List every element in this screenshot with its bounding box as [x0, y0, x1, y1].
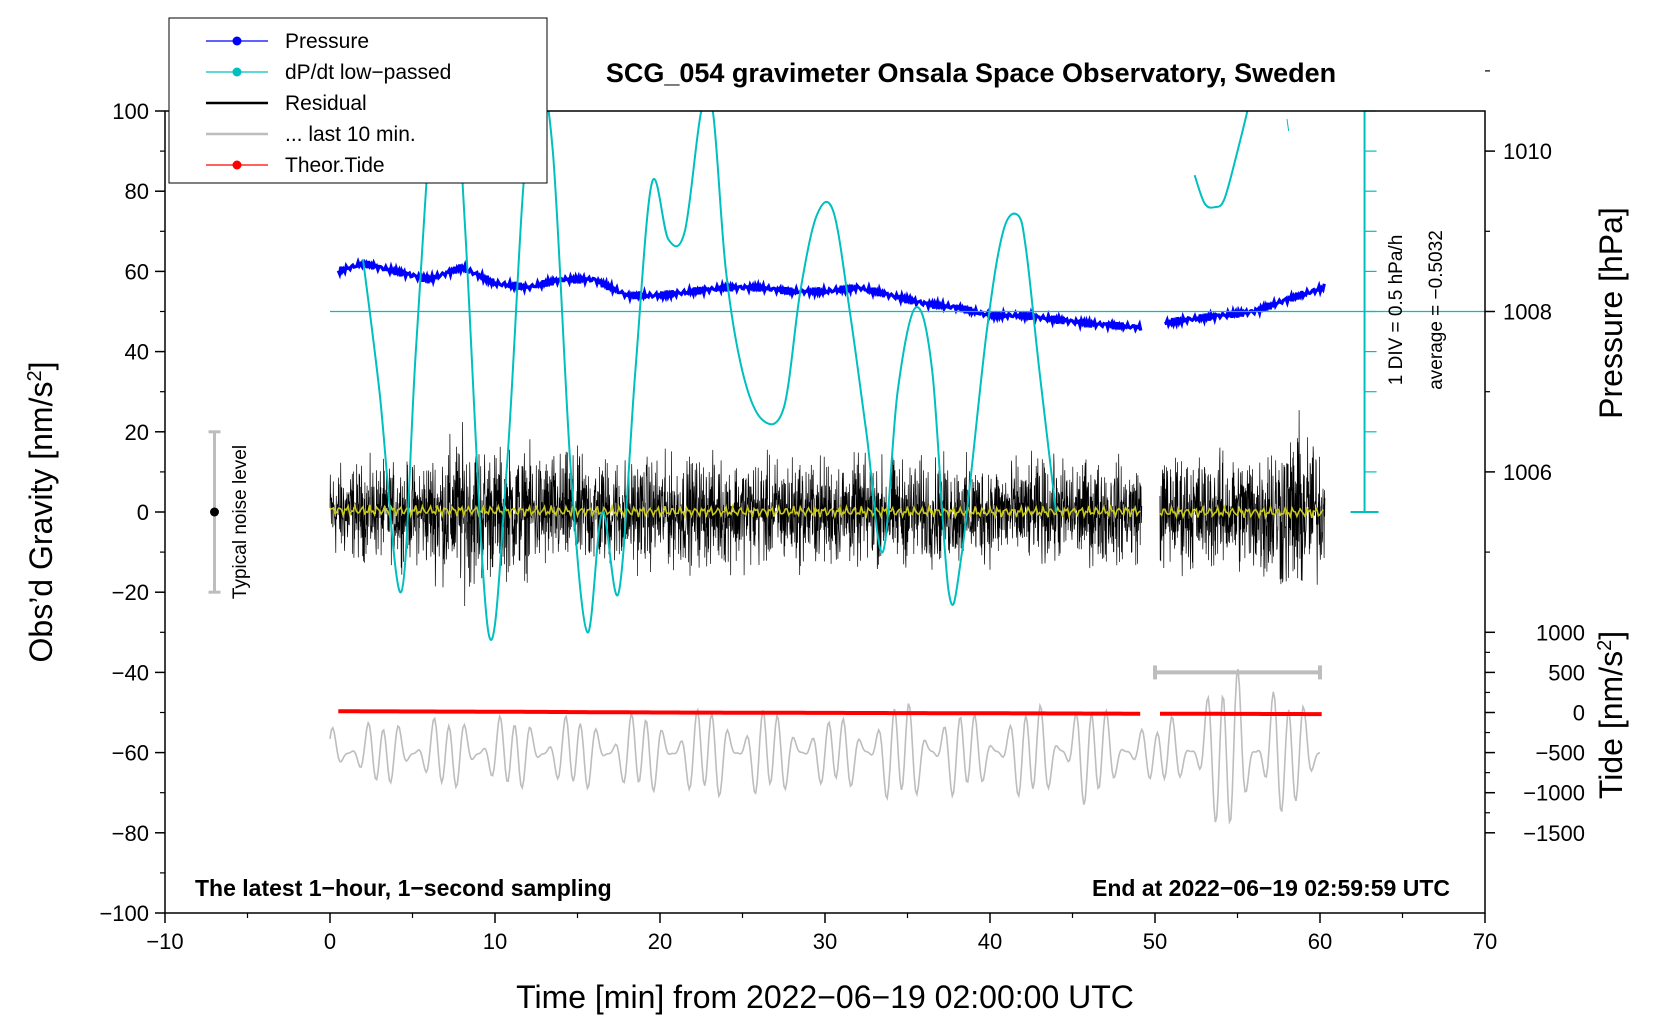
tide-tick-label: 500	[1548, 660, 1585, 685]
x-axis-title: Time [min] from 2022−06−19 02:00:00 UTC	[516, 979, 1134, 1015]
x-tick-label: 40	[978, 929, 1002, 954]
tide-tick-label: −500	[1535, 741, 1585, 766]
tide-tick-label: 1000	[1536, 620, 1585, 645]
x-tick-label: −10	[146, 929, 183, 954]
y-axis-title-tide: Tide [nm/s2]	[1593, 631, 1629, 799]
pressure-tick-label: 1010	[1503, 139, 1552, 164]
tide-tick-label: −1000	[1523, 781, 1585, 806]
end-time-label: End at 2022−06−19 02:59:59 UTC	[1092, 875, 1450, 901]
legend-label: Residual	[285, 92, 367, 115]
axes: −10 0 10 20 30 40 50 60 70−100−80−60−40−20020406…	[99, 70, 1585, 954]
legend-marker	[232, 160, 242, 170]
residual-smoothed-series	[329, 503, 1324, 521]
x-tick-label: 70	[1473, 929, 1497, 954]
y-axis-title-left: Obs’d Gravity [nm/s2]	[23, 362, 59, 663]
x-tick-label: 10	[483, 929, 507, 954]
tide-tick-label: 0	[1573, 701, 1585, 726]
chart-title: SCG_054 gravimeter Onsala Space Observat…	[606, 58, 1336, 88]
dpdt-series-2	[1193, 111, 1249, 209]
legend: Pressure dP/dt low−passed Residual ... last…	[168, 17, 548, 184]
legend-label: Theor.Tide	[285, 154, 385, 177]
legend-box	[168, 17, 548, 184]
y-tick-label: −60	[112, 741, 149, 766]
theor-tide-series	[338, 709, 1322, 717]
y-tick-label: 40	[125, 340, 149, 365]
y-tick-label: −80	[112, 821, 149, 846]
legend-label: dP/dt low−passed	[285, 61, 451, 84]
residual-series-segment-2	[1159, 410, 1326, 585]
dpdt-fragment	[1286, 118, 1290, 132]
x-tick-label: 20	[648, 929, 672, 954]
legend-item: Pressure	[206, 30, 369, 53]
pressure-tick-label: 1006	[1503, 460, 1552, 485]
legend-label: Pressure	[285, 30, 369, 53]
x-tick-label: 0	[324, 929, 336, 954]
pressure-div-label: 1 DIV = 0.5 hPa/h	[1386, 235, 1407, 386]
dpdt-series-1	[362, 111, 1057, 641]
last-10-min-series	[329, 668, 1321, 825]
y-axis-title-pressure: Pressure [hPa]	[1593, 207, 1629, 419]
y-tick-label: 100	[112, 99, 149, 124]
y-tick-label: −20	[112, 580, 149, 605]
plot-area	[208, 110, 1485, 825]
pressure-average-label: average = −0.5032	[1426, 230, 1447, 390]
noise-level-label: Typical noise level	[230, 445, 251, 599]
x-tick-label: 50	[1143, 929, 1167, 954]
y-tick-label: 0	[137, 500, 149, 525]
legend-marker	[232, 36, 242, 46]
legend-marker	[232, 67, 242, 77]
legend-item: Residual	[206, 92, 367, 115]
residual-series-segment-1	[329, 421, 1143, 607]
legend-item: Theor.Tide	[206, 154, 385, 177]
y-tick-label: −40	[112, 660, 149, 685]
x-tick-label: 60	[1308, 929, 1332, 954]
pressure-tick-label: 1008	[1503, 300, 1552, 325]
tide-tick-label: −1500	[1523, 821, 1585, 846]
y-tick-label: 20	[125, 420, 149, 445]
legend-item: dP/dt low−passed	[206, 61, 451, 84]
y-tick-label: −100	[99, 901, 149, 926]
legend-item: ... last 10 min.	[206, 123, 416, 146]
latest-sampling-label: The latest 1−hour, 1−second sampling	[195, 875, 612, 901]
noise-bar-center-dot	[210, 507, 219, 517]
y-tick-label: 80	[125, 179, 149, 204]
pressure-series	[336, 257, 1326, 334]
y-tick-label: 60	[125, 259, 149, 284]
x-tick-label: 30	[813, 929, 837, 954]
legend-label: ... last 10 min.	[285, 123, 416, 146]
